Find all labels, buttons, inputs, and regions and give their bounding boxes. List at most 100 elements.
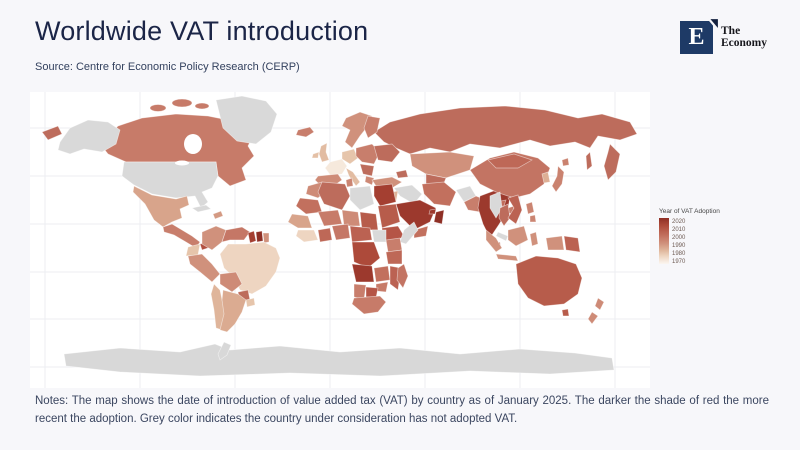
choropleth-svg [30, 92, 650, 388]
region-kenya-uganda [385, 237, 403, 253]
region-arctic-island [149, 104, 167, 112]
region-antarctic-peninsula [217, 341, 232, 361]
region-java [495, 253, 519, 262]
region-west-new-guinea [545, 235, 565, 251]
legend-tick: 2020 [672, 219, 686, 225]
region-finland [363, 115, 381, 139]
legend-title: Year of VAT Adoption [659, 208, 720, 215]
region-madagascar [396, 263, 409, 289]
region-kamchatka [603, 143, 621, 181]
region-syria-iraq [393, 184, 423, 205]
region-philippines-south [529, 214, 537, 223]
region-antarctica [63, 343, 615, 377]
region-uk [318, 142, 330, 163]
legend-tick: 1970 [672, 259, 686, 265]
region-hispaniola [212, 210, 224, 220]
region-balkans [359, 163, 375, 177]
region-tunisia [345, 177, 354, 188]
region-mongolia [487, 153, 533, 169]
region-peru [187, 253, 221, 283]
logo-accent-icon [706, 16, 721, 34]
region-papua-new-guinea [563, 235, 581, 253]
logo-monogram: E [680, 16, 721, 54]
region-greece [364, 175, 375, 186]
region-tanzania [385, 249, 403, 265]
region-indochina [507, 194, 523, 225]
region-iran [421, 181, 457, 207]
region-nigeria [331, 223, 351, 241]
region-new-zealand-north [594, 297, 605, 311]
region-australia [515, 255, 583, 307]
region-guyana [247, 230, 257, 244]
region-ukraine [373, 143, 401, 163]
region-germany [341, 148, 359, 165]
logo-wordmark: The Economy [721, 25, 767, 50]
region-hokkaido [561, 157, 570, 167]
region-tasmania [561, 308, 570, 317]
region-chukotka-wrap [41, 125, 63, 141]
region-dr-congo [351, 241, 381, 269]
region-new-zealand-south [587, 311, 599, 325]
region-oman [433, 209, 445, 225]
great-lakes [175, 160, 189, 166]
region-uae-qatar [428, 208, 437, 215]
region-egypt [373, 183, 397, 207]
legend-tick: 1990 [672, 243, 686, 249]
region-thailand [498, 203, 511, 227]
region-mali [317, 209, 343, 227]
logo-letter: E [688, 24, 705, 50]
region-arctic-island [194, 102, 210, 110]
region-philippines [525, 201, 535, 215]
region-korea [541, 171, 551, 184]
region-uruguay [245, 297, 256, 308]
region-borneo [507, 225, 529, 247]
region-mexico [132, 185, 190, 228]
region-italy [345, 167, 361, 187]
region-zambia [373, 265, 391, 283]
region-myanmar [489, 191, 503, 219]
region-sudan [377, 203, 401, 229]
notes-text: Notes: The map shows the date of introdu… [35, 395, 769, 426]
source-line: Source: Centre for Economic Policy Resea… [35, 61, 300, 73]
regions [41, 95, 638, 377]
region-central-europe [355, 143, 381, 165]
region-french-guiana [262, 232, 270, 244]
region-south-sudan [371, 229, 387, 243]
region-ireland [311, 151, 320, 159]
legend-tick: 2000 [672, 235, 686, 241]
the-economy-logo: E The Economy [680, 16, 767, 54]
region-sakhalin [585, 151, 593, 171]
region-venezuela [221, 226, 251, 243]
region-brazil [219, 241, 281, 295]
region-senegal-guinea [287, 213, 313, 229]
region-greenland [215, 95, 278, 145]
region-france [324, 158, 348, 177]
region-ghana-togo [317, 227, 333, 243]
region-angola [351, 263, 375, 283]
region-arctic-island [171, 98, 193, 108]
region-iceland [295, 126, 315, 138]
region-libya [349, 185, 375, 211]
region-caucasus [395, 169, 409, 179]
legend-gradient-bar [659, 218, 669, 264]
region-ivory-coast-liberia [295, 229, 319, 243]
region-south-africa [351, 295, 387, 315]
region-scandinavia [341, 111, 373, 149]
region-sulawesi [529, 231, 539, 247]
hudson-bay [184, 134, 202, 154]
region-cameroon-car [349, 225, 373, 243]
legend-ticks: 2020 2010 2000 1990 1980 1970 [672, 218, 685, 266]
region-kazakhstan [409, 151, 475, 179]
region-japan [551, 165, 565, 193]
region-niger [341, 209, 361, 227]
world-map [30, 92, 650, 388]
page-title: Worldwide VAT introduction [35, 16, 369, 46]
region-sumatra [485, 229, 503, 253]
legend-tick: 1980 [672, 251, 686, 257]
region-suriname [255, 230, 264, 243]
region-mauritania [295, 197, 323, 215]
region-cuba [191, 204, 212, 213]
region-alaska [57, 119, 121, 155]
map-legend: Year of VAT Adoption 2020 2010 2000 1990… [659, 208, 751, 266]
